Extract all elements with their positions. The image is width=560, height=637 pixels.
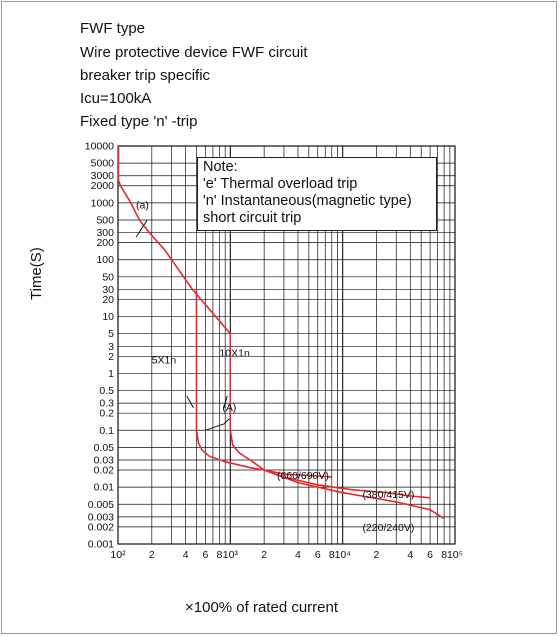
x-tick-label: 8 [217, 549, 223, 561]
annotation-label: (a) [136, 199, 149, 211]
x-tick-label: 2 [374, 549, 380, 561]
trip-curve-4 [263, 469, 332, 478]
x-tick-label: 2 [261, 549, 267, 561]
y-tick-label: 1 [108, 368, 114, 380]
x-tick-label: 10³ [223, 549, 239, 561]
x-tick-label: 10² [110, 549, 126, 561]
y-tick-label: 200 [96, 237, 114, 249]
y-tick-label: 20 [102, 294, 114, 306]
x-tick-labels: 10² 2 4 6 8 10³ 2 4 6 8 10⁴ 2 4 6 8 10⁵ [110, 549, 463, 561]
chart-grid [117, 145, 456, 545]
y-tick-label: 300 [96, 227, 114, 239]
y-tick-label: 1000 [91, 197, 115, 209]
x-tick-label: 10⁴ [335, 549, 351, 561]
annotation-leader [205, 418, 230, 431]
y-tick-label: 0.02 [94, 465, 115, 477]
note-box: Note: 'e' Thermal overload trip 'n' Inst… [197, 157, 437, 231]
y-tick-label: 30 [102, 284, 114, 296]
note-thermal: 'e' Thermal overload trip [203, 176, 358, 192]
y-axis-label: Time(S) [28, 247, 45, 300]
header-line-trip-type: Fixed type 'n' -trip [80, 113, 198, 130]
trip-curve-2 [195, 430, 265, 471]
y-tick-label: 0.1 [99, 425, 114, 437]
header-line-type: FWF type [80, 20, 146, 37]
annotation-leader [223, 395, 228, 408]
x-tick-label: 4 [183, 549, 189, 561]
trip-curves [117, 146, 445, 520]
x-tick-label: 4 [407, 549, 413, 561]
y-tick-label: 0.03 [94, 455, 115, 467]
header-line-specific: breaker trip specific [80, 67, 211, 84]
y-tick-label: 0.2 [99, 408, 114, 420]
x-axis-label: ×100% of rated current [185, 599, 339, 616]
y-tick-label: 10000 [85, 141, 114, 153]
y-tick-label: 0.01 [94, 482, 115, 494]
trip-curve-0 [117, 146, 232, 431]
y-tick-label: 3000 [91, 170, 115, 182]
x-tick-label: 8 [441, 549, 447, 561]
y-tick-label: 0.001 [88, 539, 114, 551]
note-short-circuit: short circuit trip [203, 210, 302, 226]
x-tick-label: 4 [295, 549, 301, 561]
annotation-label: 5X1n [152, 354, 177, 366]
y-tick-label: 100 [96, 254, 114, 266]
x-tick-label: 2 [149, 549, 155, 561]
y-tick-label: 2 [108, 351, 114, 363]
annotation-label: 10X1n [219, 347, 250, 359]
chart-annotations: (a) 5X1n 10X1n (A) (660/690V) (380/415V) (220/… [135, 199, 414, 534]
annotation-label: (220/240V) [362, 522, 414, 534]
y-tick-label: 0.5 [99, 385, 114, 397]
annotation-label: (660/690V) [277, 470, 329, 482]
y-tick-label: 5 [108, 328, 114, 340]
y-tick-label: 0.005 [88, 499, 114, 511]
x-tick-label: 6 [315, 549, 321, 561]
x-tick-label: 8 [329, 549, 335, 561]
y-tick-label: 0.003 [88, 511, 114, 523]
header-line-device: Wire protective device FWF circuit [80, 44, 308, 61]
x-tick-label: 6 [202, 549, 208, 561]
note-instantaneous: 'n' Instantaneous(magnetic type) [203, 193, 412, 209]
annotation-label: (A) [222, 402, 236, 414]
y-tick-label: 2000 [91, 180, 115, 192]
y-tick-label: 0.3 [99, 398, 114, 410]
y-tick-label: 50 [102, 271, 114, 283]
annotation-leader [186, 395, 194, 408]
note-title: Note: [203, 159, 238, 175]
y-tick-label: 500 [96, 214, 114, 226]
y-tick-label: 10 [102, 311, 114, 323]
y-tick-label: 3 [108, 341, 114, 353]
y-tick-label: 0.05 [94, 442, 115, 454]
trip-curve-6 [263, 469, 445, 520]
plot-area-border [117, 145, 456, 545]
x-tick-label: 6 [427, 549, 433, 561]
y-tick-label: 5000 [91, 158, 115, 170]
annotation-leader [135, 219, 148, 238]
x-tick-label: 10⁵ [447, 549, 463, 561]
header-line-icu: Icu=100kA [80, 90, 152, 107]
annotation-label: (380/415V) [362, 489, 414, 501]
y-tick-label: 0.002 [88, 521, 114, 533]
trip-curve-3 [229, 430, 265, 471]
